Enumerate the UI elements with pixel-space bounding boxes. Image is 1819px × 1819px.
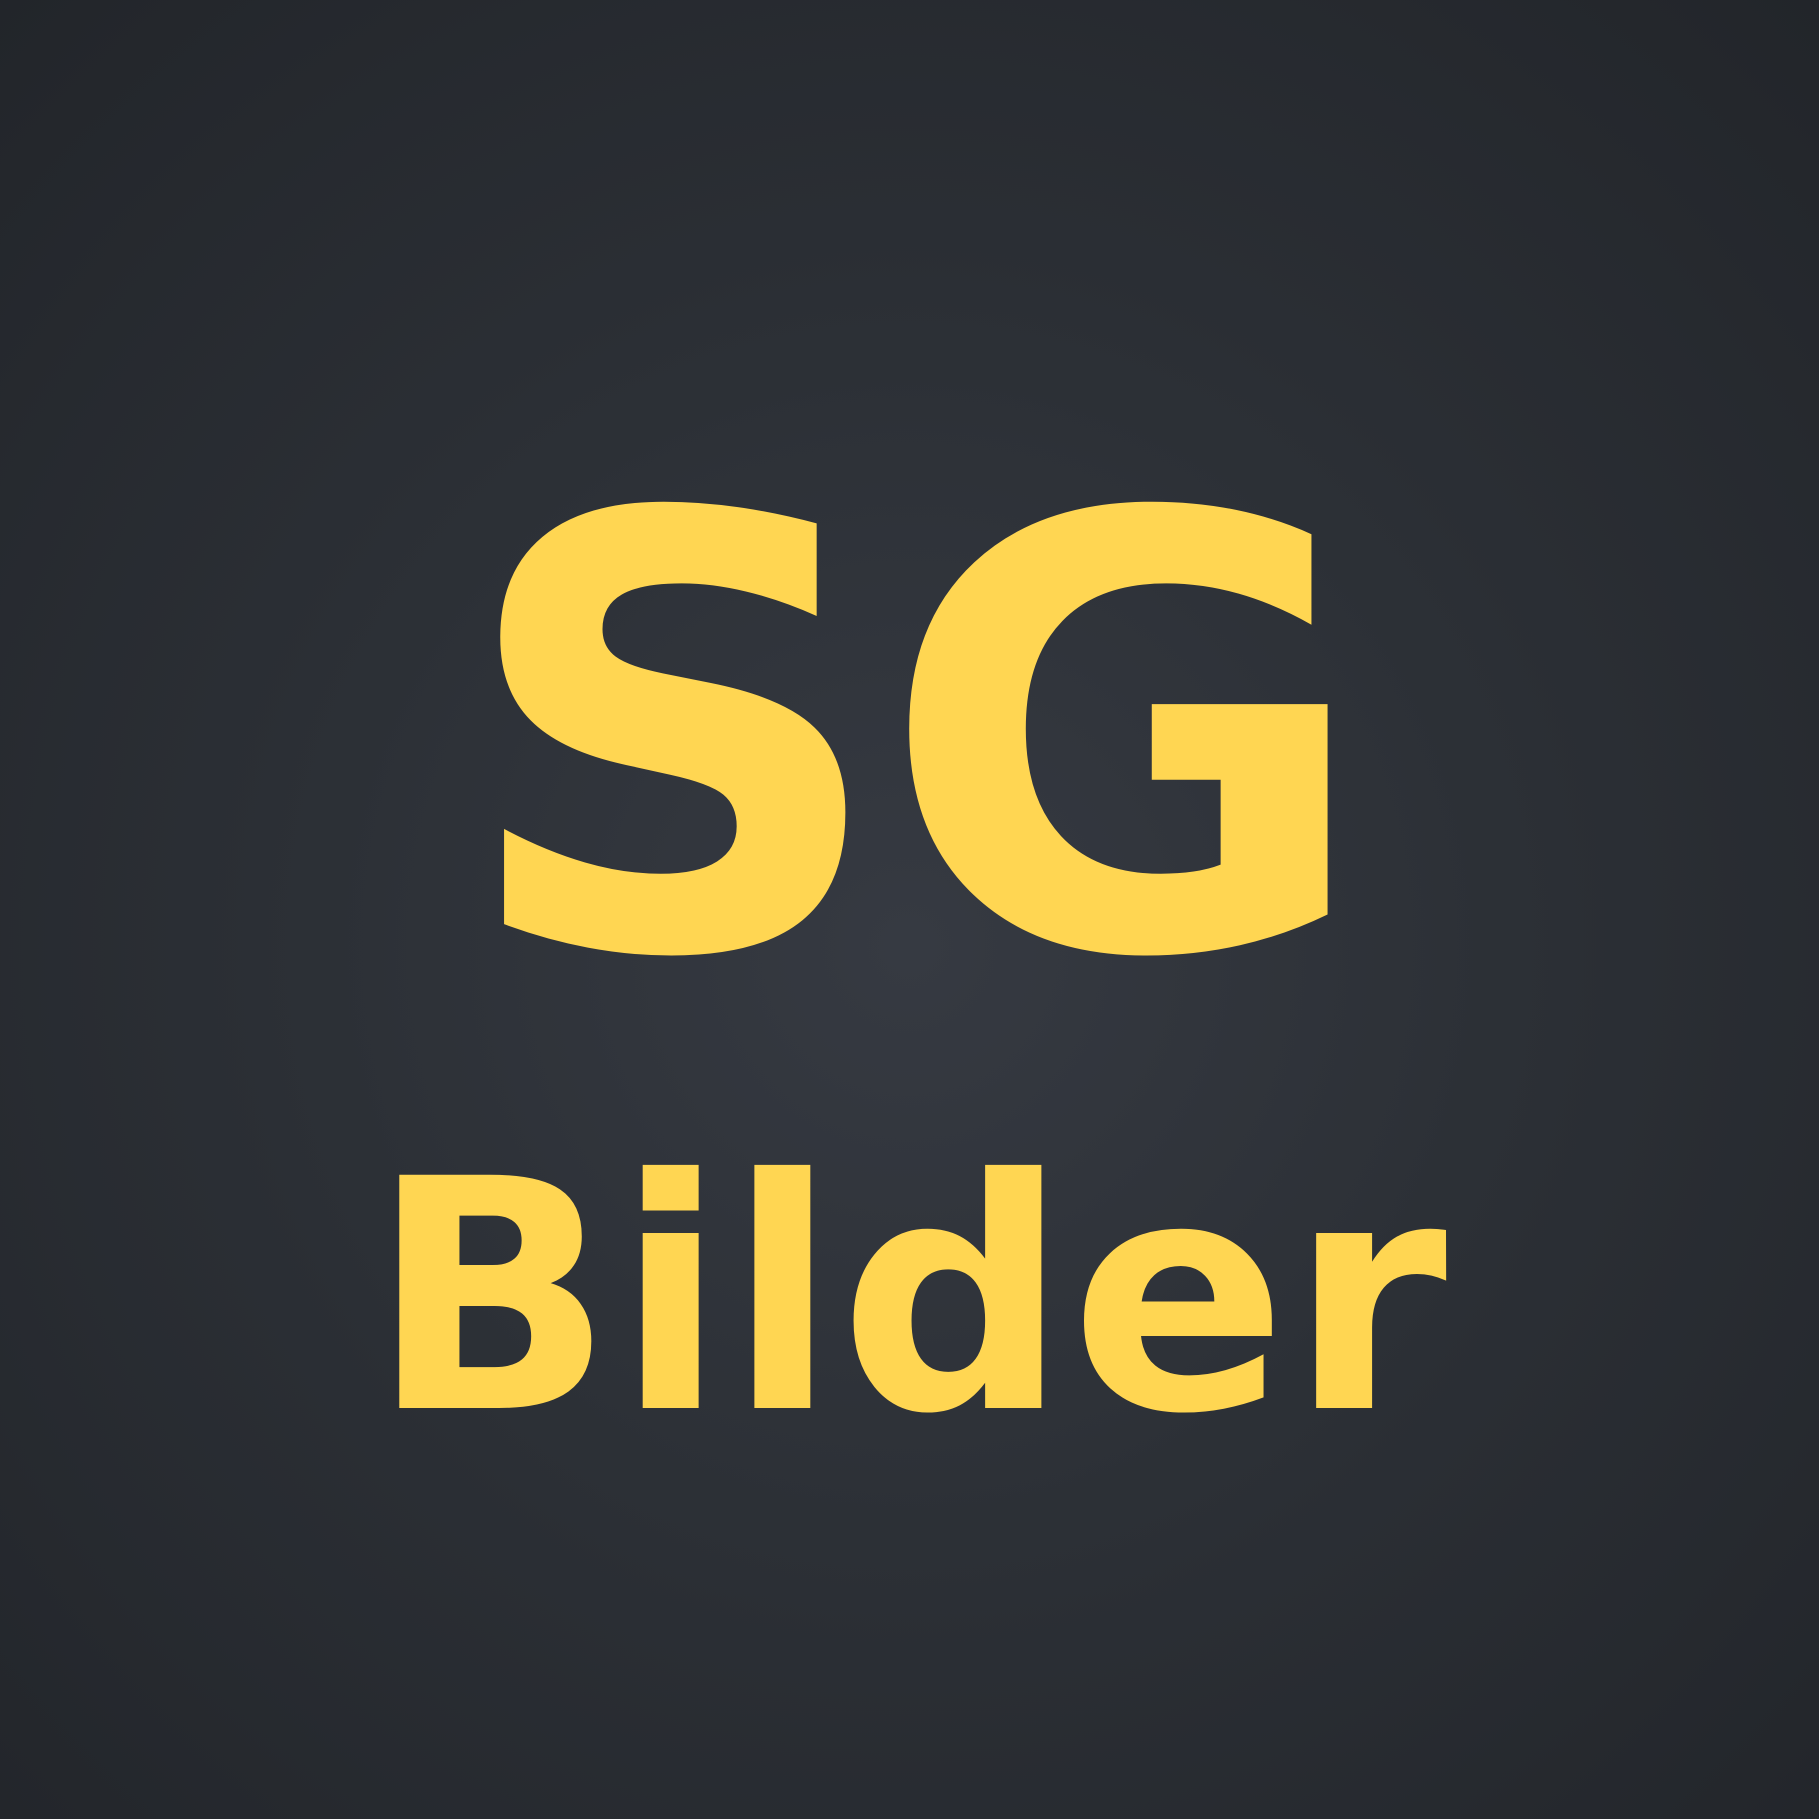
logo-monogram: SG — [457, 390, 1372, 1089]
logo-wordmark: Bilder — [369, 1112, 1450, 1484]
